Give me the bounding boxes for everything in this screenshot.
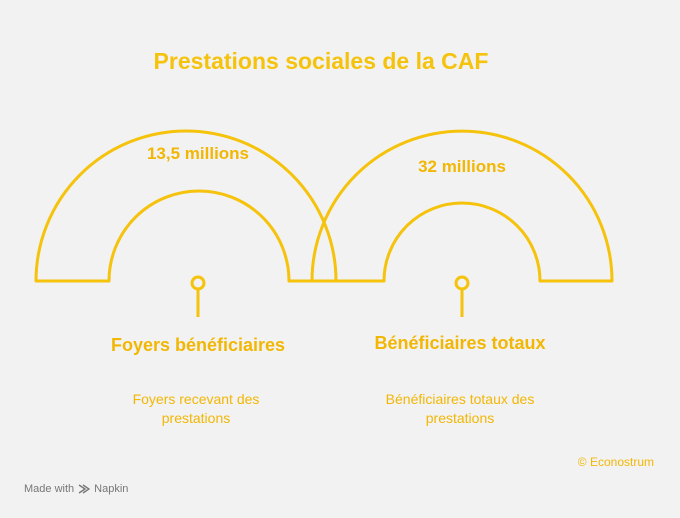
- napkin-watermark: Made with Napkin: [24, 483, 128, 495]
- arc-beneficiaires: [310, 129, 614, 283]
- value-foyers: 13,5 millions: [146, 144, 250, 163]
- label-foyers: Foyers bénéficiaires: [110, 335, 286, 355]
- marker-foyers: [190, 275, 206, 317]
- napkin-brand: Napkin: [94, 483, 129, 495]
- page-title: Prestations sociales de la CAF: [153, 48, 489, 74]
- made-with-label: Made with: [24, 483, 75, 495]
- desc-foyers: Foyers recevant des prestations: [132, 391, 260, 426]
- napkin-logo-icon: [78, 483, 91, 495]
- desc-beneficiaires: Bénéficiaires totaux des prestations: [385, 391, 535, 426]
- label-beneficiaires: Bénéficiaires totaux: [374, 333, 546, 353]
- credit: © Econostrum: [577, 455, 654, 469]
- marker-beneficiaires: [454, 275, 470, 317]
- arc-foyers: [34, 129, 338, 283]
- value-beneficiaires: 32 millions: [418, 157, 506, 176]
